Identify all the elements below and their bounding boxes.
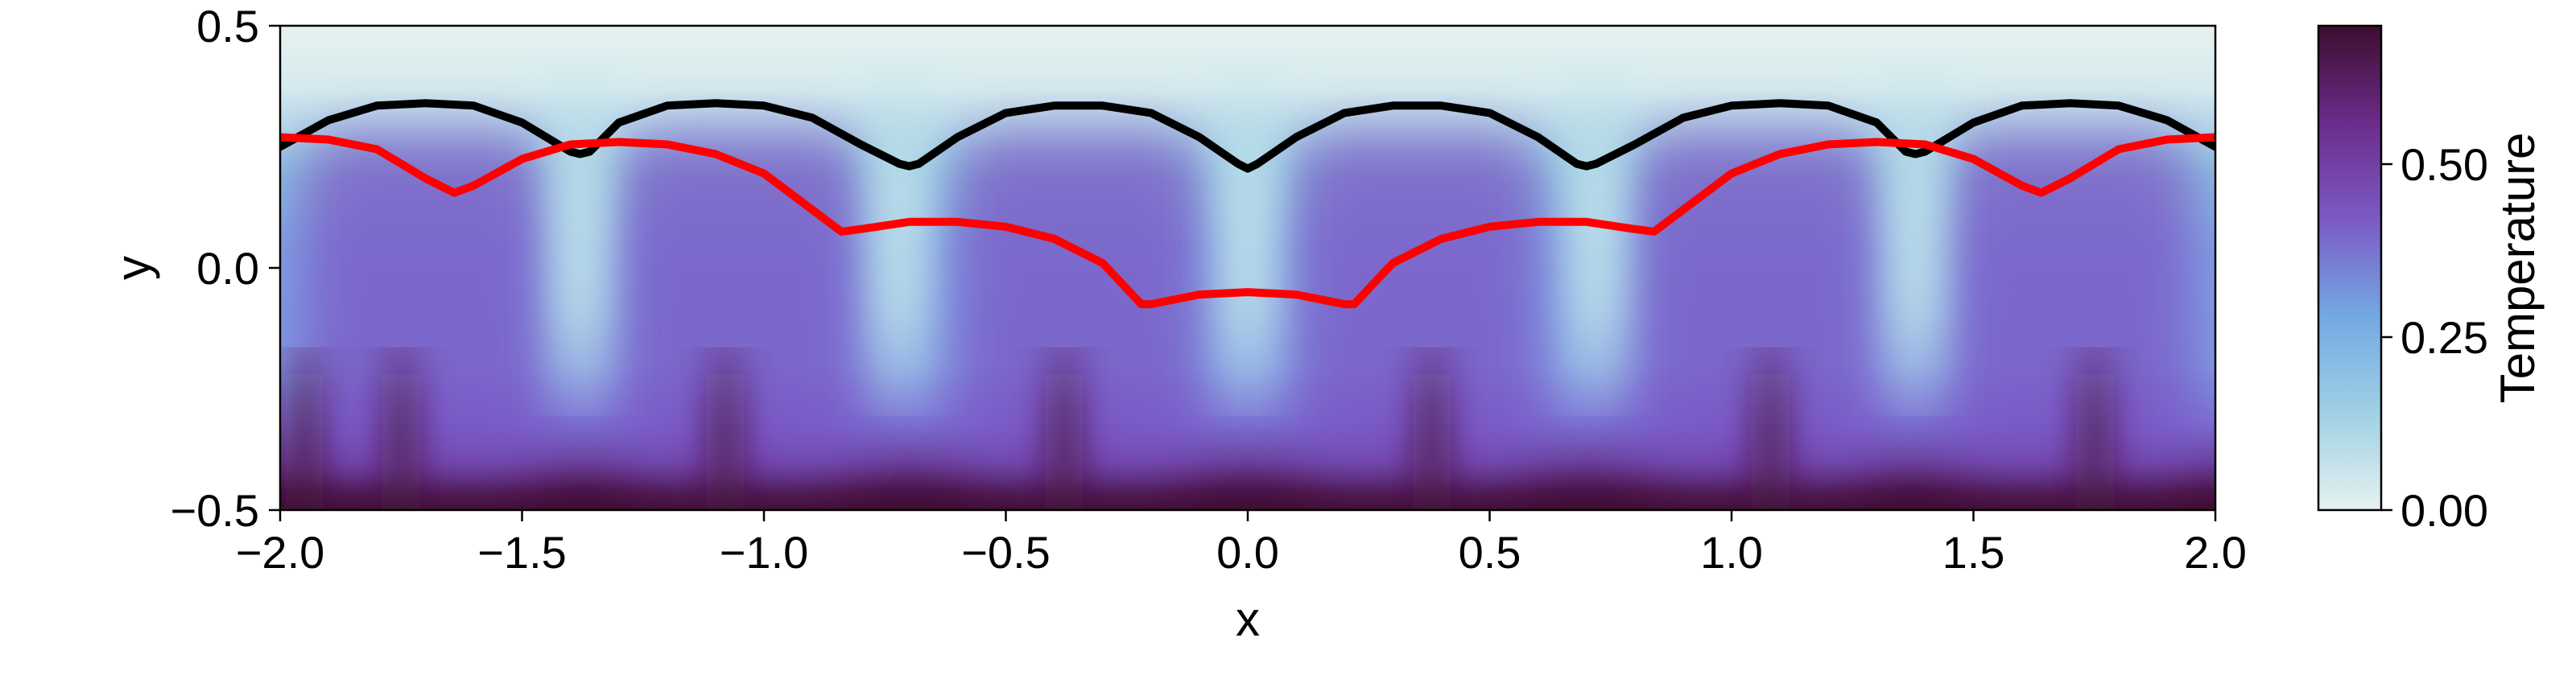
- colorbar-tick-label: 0.25: [2401, 312, 2488, 363]
- warm-cell: [613, 132, 866, 471]
- x-tick-label: 2.0: [2184, 527, 2247, 578]
- x-tick-label: 1.0: [1700, 527, 1763, 578]
- colorbar-tick-label: 0.50: [2401, 139, 2488, 190]
- x-axis: −2.0 −1.5 −1.0 −0.5 0.0 0.5 1.0 1.5 2.0: [236, 510, 2247, 578]
- x-tick-label: 1.5: [1942, 527, 2005, 578]
- red-interface-line: [280, 133, 2215, 309]
- hot-plume: [1751, 374, 1790, 510]
- hot-plume: [285, 374, 324, 510]
- warm-cell: [299, 132, 551, 471]
- y-tick-label: 0.5: [196, 1, 259, 51]
- hot-plume: [1044, 374, 1084, 510]
- x-tick-label: −2.0: [236, 527, 325, 578]
- hot-plume: [705, 374, 745, 510]
- hot-plume: [382, 374, 421, 510]
- x-axis-label: x: [1236, 592, 1260, 646]
- warm-cell: [1291, 132, 1543, 471]
- hot-plume: [1412, 374, 1451, 510]
- cold-plume: [1564, 108, 1628, 365]
- warm-cell: [1944, 132, 2196, 471]
- interface-curves: [280, 99, 2215, 309]
- warm-cell: [952, 132, 1204, 471]
- cold-plume: [1216, 108, 1280, 365]
- x-tick-label: 0.0: [1216, 527, 1279, 578]
- hot-plume: [2074, 374, 2114, 510]
- y-axis: −0.5 0.0 0.5: [170, 1, 280, 536]
- y-axis-label: y: [106, 256, 160, 280]
- colorbar-axis: 0.00 0.25 0.50: [2381, 139, 2488, 536]
- x-tick-label: −0.5: [961, 527, 1051, 578]
- x-tick-label: 0.5: [1459, 527, 1521, 578]
- colorbar-tick-label: 0.00: [2401, 485, 2488, 536]
- colorbar-label: Temperature: [2491, 133, 2545, 404]
- temperature-field: [280, 26, 2215, 510]
- x-tick-label: −1.0: [720, 527, 809, 578]
- x-tick-label: −1.5: [477, 527, 567, 578]
- y-tick-label: 0.0: [196, 243, 259, 294]
- y-tick-label: −0.5: [170, 485, 259, 536]
- warm-cells: [299, 132, 2196, 471]
- colorbar: [2317, 24, 2383, 512]
- warm-cell: [1629, 132, 1882, 471]
- cold-plume: [868, 108, 931, 365]
- hot-plumes: [285, 374, 2114, 510]
